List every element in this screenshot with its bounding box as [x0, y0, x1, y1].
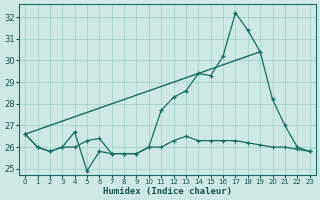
X-axis label: Humidex (Indice chaleur): Humidex (Indice chaleur): [103, 187, 232, 196]
